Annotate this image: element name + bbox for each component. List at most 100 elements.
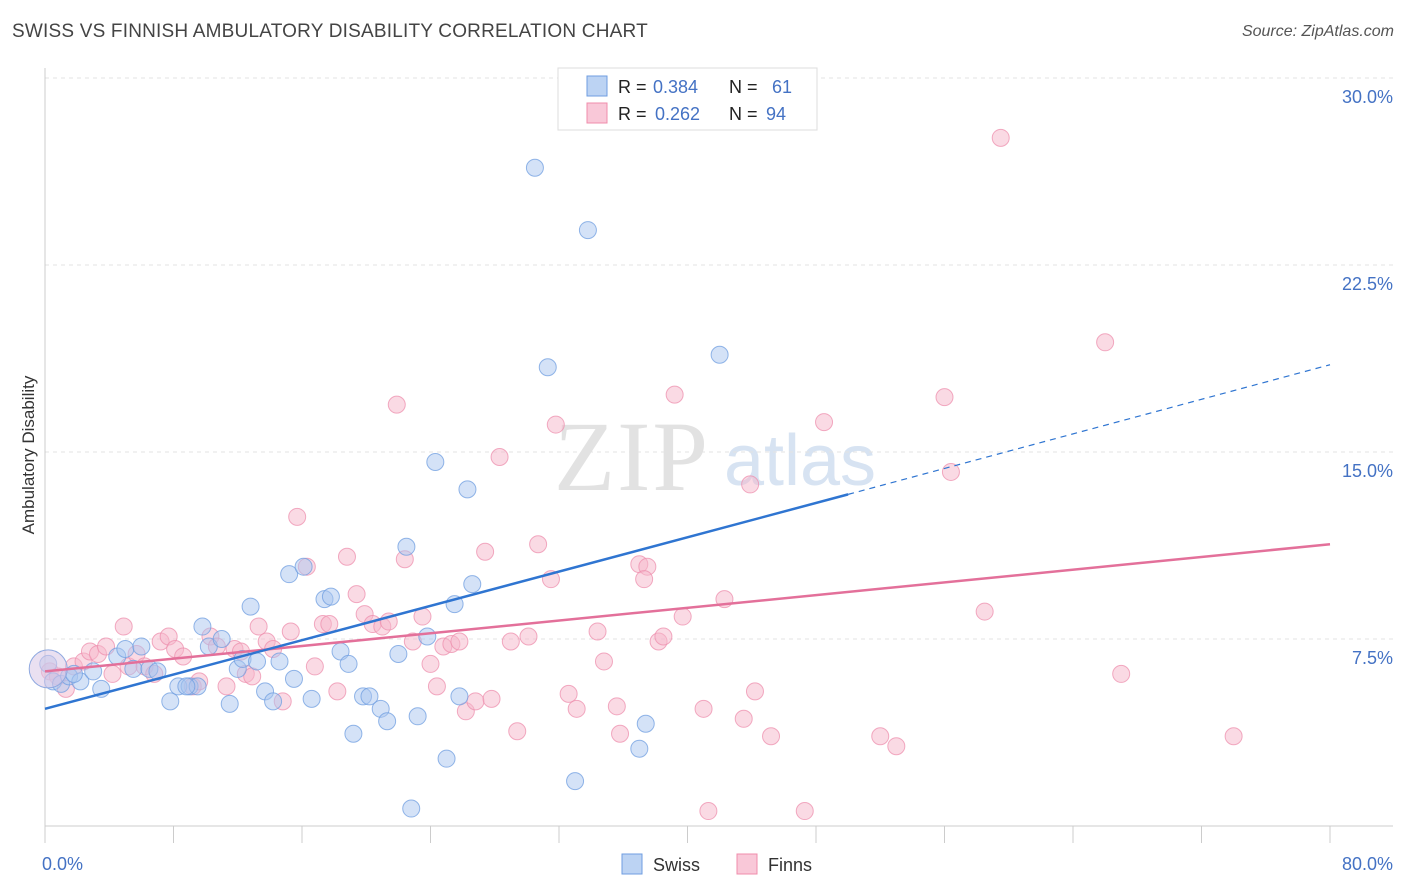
swiss-trend-line (44, 493, 849, 711)
finns-point-89 (941, 462, 960, 481)
x-tick-label-max: 80.0% (1342, 854, 1393, 874)
y-tick-label-1: 15.0% (1342, 461, 1393, 481)
finns-point-52 (450, 632, 469, 651)
swiss-point-47 (437, 749, 456, 768)
finns-point-8 (103, 664, 122, 683)
finns-point-58 (501, 632, 520, 651)
swiss-point-55 (578, 221, 597, 240)
swiss-point-36 (344, 724, 363, 743)
finns-point-65 (567, 699, 586, 718)
y-tick-labels: 7.5% 15.0% 22.5% 30.0% (1342, 87, 1393, 668)
watermark-zip: ZIP (554, 401, 710, 512)
x-tick-label-min: 0.0% (42, 854, 83, 874)
swiss-point-41 (389, 644, 408, 663)
finns-point-64 (559, 684, 578, 703)
swiss-point-57 (636, 714, 655, 733)
finns-point-48 (421, 654, 440, 673)
swiss-point-35 (339, 654, 358, 673)
legend-swatch-finns (586, 102, 608, 124)
finns-point-82 (745, 682, 764, 701)
finns-point-22 (217, 677, 236, 696)
legend-swatch-swiss (586, 75, 608, 97)
legend-bottom-swatch-swiss (621, 853, 643, 875)
finns-point-34 (305, 657, 324, 676)
finns-point-37 (328, 682, 347, 701)
swiss-point-53 (538, 358, 557, 377)
finns-point-76 (673, 607, 692, 626)
swiss-point-42 (397, 537, 416, 556)
finns-point-32 (288, 507, 307, 526)
legend-swiss-n-value: 61 (772, 77, 792, 97)
finns-point-85 (815, 413, 834, 432)
swiss-trend-extension (847, 364, 1331, 495)
finns-point-77 (694, 699, 713, 718)
swiss-point-45 (418, 627, 437, 646)
finns-point-93 (1112, 664, 1131, 683)
swiss-point-30 (294, 557, 313, 576)
swiss-point-51 (463, 575, 482, 594)
legend-bottom-label-finns: Finns (768, 855, 812, 875)
finns-point-27 (249, 617, 268, 636)
finns-point-31 (281, 622, 300, 641)
finns-point-63 (546, 415, 565, 434)
swiss-point-52 (525, 158, 544, 177)
finns-point-91 (991, 128, 1010, 147)
finns-point-57 (490, 447, 509, 466)
y-tick-label-2: 22.5% (1342, 274, 1393, 294)
swiss-point-38 (360, 687, 379, 706)
finns-point-87 (887, 737, 906, 756)
finns-trend-line (44, 543, 1331, 673)
finns-point-83 (762, 727, 781, 746)
swiss-point-58 (710, 345, 729, 364)
swiss-point-50 (458, 480, 477, 499)
swiss-point-20 (220, 694, 239, 713)
legend-swiss-r-label: R = (618, 77, 647, 97)
swiss-point-49 (450, 687, 469, 706)
swiss-point-17 (193, 617, 212, 636)
legend-bottom-label-swiss: Swiss (653, 855, 700, 875)
swiss-point-29 (284, 669, 303, 688)
finns-point-94 (1224, 727, 1243, 746)
swiss-point-54 (566, 772, 585, 791)
finns-point-78 (699, 802, 718, 821)
finns-point-39 (347, 585, 366, 604)
finns-point-88 (935, 388, 954, 407)
swiss-point-46 (426, 452, 445, 471)
legend-top: R = 0.384 N = 61 R = 0.262 N = 94 (557, 67, 818, 131)
finns-point-56 (482, 689, 501, 708)
trend-lines (44, 364, 1331, 711)
chart-title: SWISS VS FINNISH AMBULATORY DISABILITY C… (12, 21, 648, 42)
swiss-point-23 (241, 597, 260, 616)
swiss-point-56 (630, 739, 649, 758)
finns-point-60 (519, 627, 538, 646)
finns-point-75 (665, 385, 684, 404)
legend-finns-r-label: R = (618, 104, 647, 124)
finns-point-68 (607, 697, 626, 716)
finns-point-74 (654, 627, 673, 646)
legend-bottom: Swiss Finns (621, 853, 812, 875)
swiss-point-43 (402, 799, 421, 818)
legend-finns-r-value: 0.262 (655, 104, 700, 124)
swiss-point-27 (270, 652, 289, 671)
swiss-point-44 (408, 707, 427, 726)
finns-point-59 (508, 722, 527, 741)
finns-point-66 (588, 622, 607, 641)
finns-point-92 (1096, 333, 1115, 352)
swiss-point-26 (264, 692, 283, 711)
finns-point-9 (114, 617, 133, 636)
swiss-points (28, 158, 729, 818)
swiss-point-19 (212, 630, 231, 648)
finns-point-7 (97, 637, 116, 656)
y-axis-label: Ambulatory Disability (19, 375, 38, 534)
finns-point-86 (871, 727, 890, 746)
finns-point-61 (529, 535, 548, 554)
legend-swiss-r-value: 0.384 (653, 77, 698, 97)
axes (44, 68, 1393, 843)
chart-source: Source: ZipAtlas.com (1241, 23, 1394, 40)
finns-point-36 (320, 615, 339, 634)
swiss-point-33 (321, 587, 340, 606)
finns-point-84 (795, 802, 814, 821)
finns-point-44 (387, 395, 406, 414)
swiss-point-24 (248, 652, 267, 671)
